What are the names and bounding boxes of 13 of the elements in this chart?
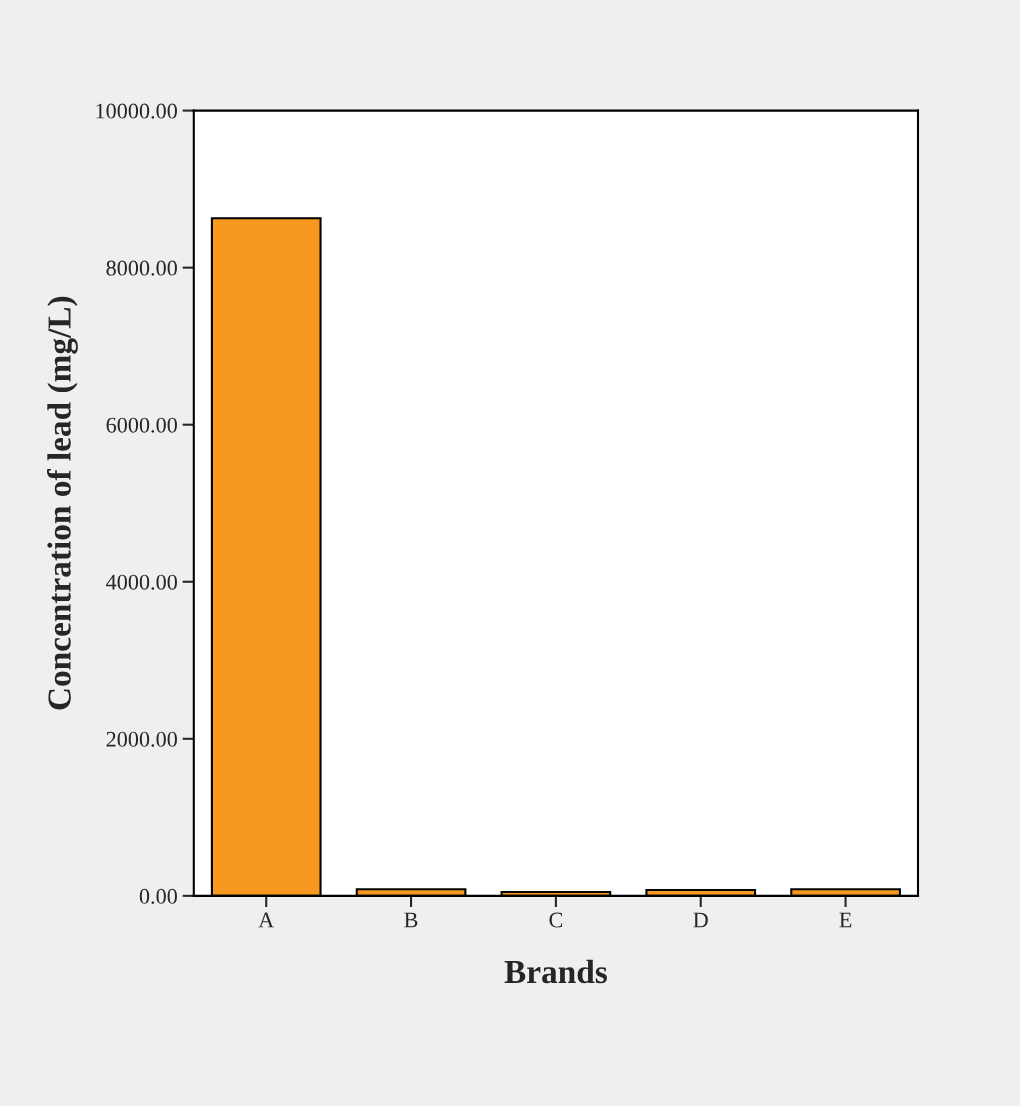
y-tick-label: 2000.00 bbox=[106, 731, 177, 747]
y-tick-label: 8000.00 bbox=[106, 260, 177, 276]
x-tick-label: E bbox=[839, 912, 852, 928]
y-tick-label: 0.00 bbox=[139, 888, 177, 904]
x-tick-label: A bbox=[258, 912, 275, 928]
x-tick-label: C bbox=[549, 912, 563, 928]
x-axis-title: Brands bbox=[504, 959, 607, 984]
y-tick-label: 6000.00 bbox=[106, 417, 177, 433]
x-tick-label: D bbox=[693, 912, 708, 928]
y-tick-label: 4000.00 bbox=[106, 574, 177, 590]
y-axis-title: Concentration of lead (mg/L) bbox=[47, 296, 78, 710]
x-tick-label: B bbox=[404, 912, 418, 928]
y-tick-label: 10000.00 bbox=[96, 103, 177, 119]
